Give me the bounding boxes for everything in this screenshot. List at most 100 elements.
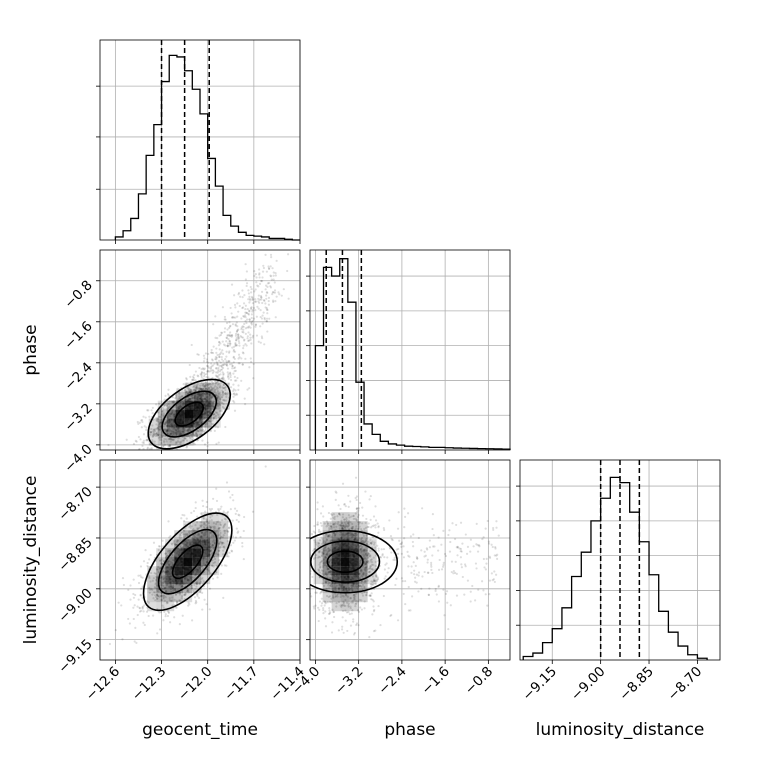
scatter-point bbox=[139, 438, 142, 441]
scatter-point bbox=[156, 431, 159, 434]
scatter-point bbox=[114, 628, 117, 632]
scatter-point bbox=[331, 621, 334, 624]
scatter-point bbox=[265, 307, 268, 310]
scatter-point bbox=[254, 323, 258, 326]
scatter-point bbox=[207, 426, 210, 430]
scatter-point bbox=[201, 567, 205, 570]
scatter-point bbox=[211, 383, 214, 386]
scatter-point bbox=[272, 274, 275, 277]
scatter-point bbox=[180, 585, 183, 588]
scatter-point bbox=[160, 558, 163, 561]
scatter-point bbox=[232, 399, 235, 403]
scatter-point bbox=[257, 340, 260, 343]
scatter-point bbox=[140, 419, 143, 422]
scatter-point bbox=[162, 570, 165, 573]
scatter-point bbox=[206, 536, 209, 539]
scatter-point bbox=[322, 612, 325, 615]
scatter-point bbox=[229, 386, 233, 389]
scatter-point bbox=[150, 571, 153, 575]
scatter-point bbox=[158, 611, 161, 614]
scatter-point bbox=[174, 442, 178, 445]
scatter-point bbox=[233, 357, 236, 361]
scatter-point bbox=[147, 409, 150, 412]
scatter-point bbox=[162, 414, 166, 417]
scatter-point bbox=[204, 352, 208, 355]
scatter-point bbox=[160, 576, 164, 579]
scatter-point bbox=[306, 574, 308, 576]
scatter-point bbox=[222, 402, 225, 406]
scatter-point bbox=[214, 417, 218, 420]
density-cell bbox=[202, 400, 212, 410]
scatter-point bbox=[266, 234, 268, 236]
scatter-point bbox=[196, 527, 199, 530]
scatter-point bbox=[192, 376, 195, 380]
scatter-point bbox=[129, 584, 132, 587]
scatter-point bbox=[232, 541, 235, 544]
scatter-point bbox=[202, 429, 205, 432]
scatter-point bbox=[157, 436, 160, 440]
scatter-point bbox=[265, 270, 269, 273]
scatter-point bbox=[219, 333, 223, 337]
scatter-point bbox=[209, 516, 212, 519]
scatter-point bbox=[197, 596, 201, 600]
scatter-point bbox=[134, 593, 137, 597]
scatter-point bbox=[207, 366, 210, 369]
density-cell bbox=[184, 436, 194, 446]
scatter-point bbox=[201, 428, 204, 431]
scatter-point bbox=[217, 374, 221, 377]
scatter-point bbox=[212, 416, 215, 420]
scatter-point bbox=[158, 628, 162, 631]
scatter-point bbox=[203, 531, 206, 534]
scatter-point bbox=[215, 487, 218, 490]
scatter-point bbox=[174, 454, 176, 456]
scatter-point bbox=[241, 351, 244, 354]
scatter-point bbox=[253, 269, 256, 273]
scatter-point bbox=[306, 509, 308, 511]
scatter-point bbox=[251, 298, 254, 301]
scatter-point bbox=[242, 347, 245, 350]
scatter-point bbox=[210, 389, 213, 392]
scatter-point bbox=[258, 282, 262, 286]
scatter-point bbox=[245, 270, 248, 273]
scatter-point bbox=[243, 322, 246, 326]
scatter-point bbox=[188, 603, 191, 606]
scatter-point bbox=[165, 438, 168, 441]
scatter-point bbox=[227, 337, 230, 341]
scatter-point bbox=[198, 534, 201, 538]
scatter-point bbox=[243, 338, 246, 341]
scatter-point bbox=[188, 397, 192, 401]
scatter-point bbox=[254, 298, 257, 301]
hist-panel-luminosity_distance bbox=[516, 459, 721, 664]
scatter-point bbox=[237, 513, 240, 516]
scatter-point bbox=[152, 577, 155, 580]
scatter-point bbox=[247, 312, 250, 315]
scatter-point bbox=[233, 369, 236, 373]
scatter-point bbox=[212, 525, 215, 528]
scatter-point bbox=[238, 514, 241, 517]
scatter-point bbox=[349, 500, 352, 503]
scatter-point bbox=[183, 388, 187, 392]
scatter-point bbox=[264, 253, 267, 256]
density-cell bbox=[202, 418, 212, 428]
scatter-point bbox=[252, 306, 256, 310]
scatter-point bbox=[194, 588, 197, 591]
scatter-point bbox=[247, 339, 250, 342]
scatter-point bbox=[180, 517, 183, 520]
hist-step-luminosity_distance bbox=[522, 476, 708, 660]
scatter-point bbox=[225, 340, 228, 343]
scatter-point bbox=[226, 334, 229, 337]
scatter-point bbox=[181, 513, 184, 517]
scatter-point bbox=[173, 587, 176, 590]
scatter-point bbox=[164, 429, 167, 432]
scatter-point bbox=[172, 589, 175, 592]
scatter-point bbox=[370, 592, 373, 595]
scatter-point bbox=[228, 526, 231, 529]
scatter-point bbox=[154, 594, 157, 597]
scatter-point bbox=[195, 537, 198, 540]
scatter-point bbox=[195, 384, 198, 387]
scatter-point bbox=[151, 434, 155, 437]
scatter-point bbox=[265, 308, 269, 311]
scatter-point bbox=[234, 344, 237, 347]
scatter-point bbox=[329, 517, 332, 520]
scatter-point bbox=[179, 545, 182, 549]
